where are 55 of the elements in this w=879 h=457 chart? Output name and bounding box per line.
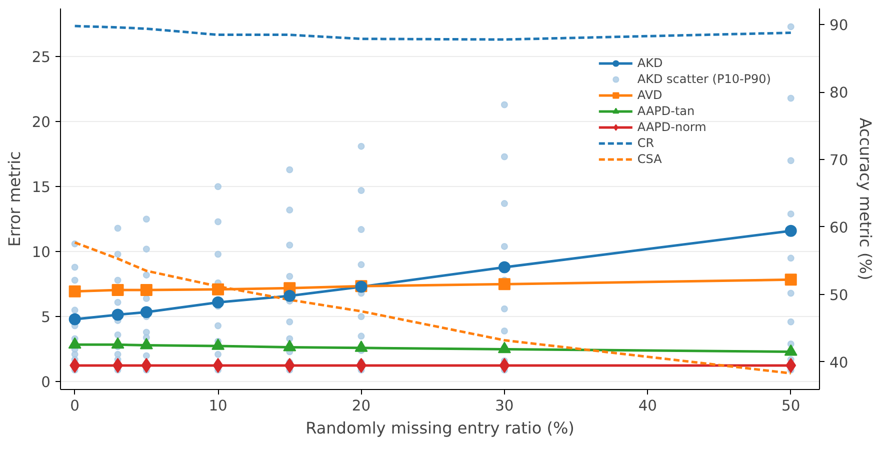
point <box>499 358 510 373</box>
y2-tick-label: 50 <box>830 286 848 304</box>
x-tick-label: 50 <box>782 398 800 414</box>
point <box>68 337 82 349</box>
y-tick-label: 25 <box>32 49 51 66</box>
legend-label: AAPD-norm <box>637 120 706 134</box>
point <box>140 284 152 296</box>
y-tick-label: 5 <box>41 309 51 326</box>
point <box>212 283 224 296</box>
legend-label: CSA <box>637 152 662 166</box>
legend-label: CR <box>637 136 656 150</box>
point <box>212 338 225 350</box>
point <box>498 342 511 354</box>
x-tick-label: 40 <box>638 398 657 414</box>
legend-label: AAPD-tan <box>637 104 695 118</box>
point <box>141 358 152 373</box>
point <box>68 285 81 298</box>
x-tick-label: 10 <box>208 398 228 414</box>
y-tick-label: 10 <box>32 244 51 262</box>
point <box>354 340 368 352</box>
y2-tick-label: 80 <box>830 84 848 102</box>
point <box>140 338 153 350</box>
point <box>68 313 81 326</box>
legend-label: AKD scatter (P10-P90) <box>637 72 771 86</box>
point <box>212 296 224 308</box>
x-axis-title: Randomly missing entry ratio (%) <box>306 418 574 438</box>
point <box>784 274 797 286</box>
point <box>284 358 295 373</box>
point <box>784 344 798 356</box>
y2-tick-label: 90 <box>830 17 848 34</box>
y-tick-label: 20 <box>32 114 51 132</box>
x-tick-label: 20 <box>352 398 371 414</box>
point <box>284 290 296 302</box>
y2-tick-label: 70 <box>830 152 848 170</box>
legend-label: AVD <box>637 88 662 102</box>
legend-label: AKD <box>637 56 663 70</box>
x-tick-label: 30 <box>495 398 514 414</box>
point <box>111 337 124 349</box>
point <box>212 358 224 373</box>
y2-tick-label: 60 <box>830 219 848 236</box>
y-axis-title: Error metric <box>4 151 24 247</box>
y-tick-label: 15 <box>32 179 51 196</box>
point <box>498 278 510 290</box>
line-series <box>74 24 792 41</box>
point <box>112 284 124 296</box>
point <box>784 224 797 237</box>
point <box>283 340 296 352</box>
point <box>140 306 152 318</box>
point <box>112 308 124 321</box>
point <box>498 261 510 274</box>
y2-tick-label: 40 <box>830 354 848 372</box>
y-tick-label: 0 <box>41 374 51 392</box>
x-tick-label: 0 <box>70 398 80 414</box>
y2-axis-title: Accuracy metric (%) <box>856 118 876 280</box>
point <box>786 358 796 373</box>
